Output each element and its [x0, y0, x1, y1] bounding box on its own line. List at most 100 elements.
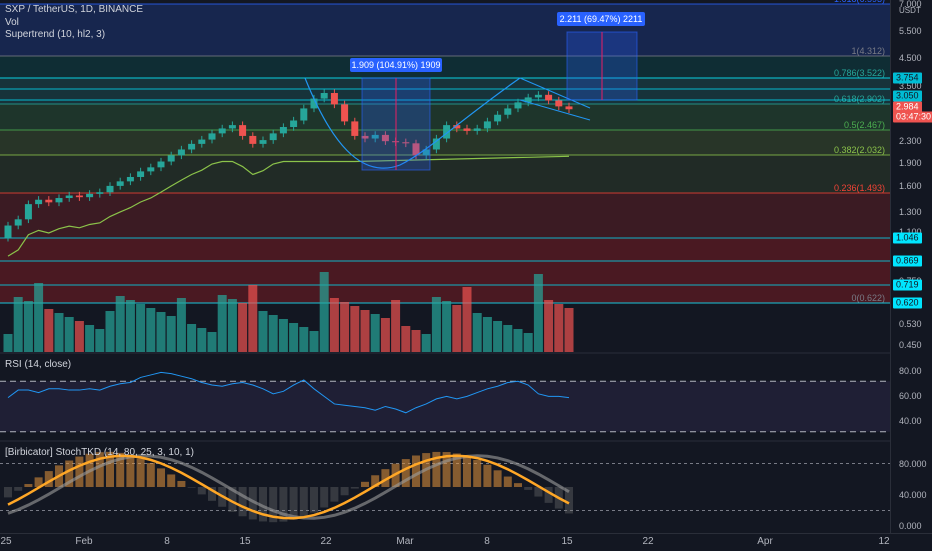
handle-line-upper	[519, 77, 591, 109]
rsi-scale-label: 60.00	[899, 390, 922, 401]
volume-bar	[554, 304, 564, 352]
price-label: 1.600	[899, 181, 922, 191]
stoch-bar	[320, 487, 329, 508]
candle	[555, 100, 563, 107]
price-tag: 3.754	[893, 72, 922, 84]
stoch-bar	[14, 487, 23, 491]
candle	[422, 149, 430, 156]
volume-bar	[503, 325, 513, 352]
candle	[35, 199, 43, 205]
candle	[116, 181, 124, 186]
stoch-bar	[412, 455, 420, 487]
candle	[432, 138, 440, 150]
volume-bar	[513, 329, 523, 352]
stoch-bar	[473, 459, 482, 487]
volume-legend[interactable]: Vol	[5, 17, 19, 28]
candle	[534, 94, 542, 98]
cup-pattern-curve	[304, 77, 521, 169]
stoch-legend[interactable]: [Birbicator] StochTKD (14, 80, 25, 3, 10…	[5, 447, 194, 458]
time-label: 15	[239, 536, 251, 547]
volume-bar	[227, 299, 237, 352]
volume-bar	[411, 330, 421, 352]
candle	[443, 125, 451, 139]
stoch-bar	[463, 456, 471, 487]
volume-bar	[44, 309, 54, 352]
candle	[463, 128, 471, 131]
stoch-bar	[228, 487, 237, 512]
candle	[341, 104, 349, 122]
stoch-bar	[106, 451, 114, 487]
price-label: 0.450	[899, 340, 922, 350]
price-tag: 0.620	[893, 297, 922, 309]
price-tag: 2.984	[893, 101, 922, 113]
volume-bar	[493, 321, 503, 352]
stoch-bar	[248, 487, 257, 520]
symbol-legend[interactable]: SXP / TetherUS, 1D, BINANCE	[5, 4, 144, 15]
volume-bar	[329, 298, 339, 352]
volume-bar	[380, 318, 390, 352]
stoch-bar	[259, 487, 267, 522]
handle-line-lower	[519, 99, 591, 121]
volume-bar	[136, 304, 146, 352]
price-label: 0.530	[899, 319, 922, 329]
candle	[218, 128, 226, 134]
price-label: 4.500	[899, 53, 922, 63]
fib-level-label: 0.382(2.032)	[834, 145, 885, 155]
volume-bar	[85, 325, 95, 352]
candle	[402, 142, 410, 144]
candle	[208, 133, 216, 140]
price-tag: 0.869	[893, 255, 922, 267]
volume-bar	[278, 319, 288, 352]
volume-bar	[360, 310, 370, 352]
rsi-band	[0, 381, 890, 432]
time-label: Feb	[75, 536, 93, 547]
stoch-scale-label: 40.000	[899, 489, 927, 500]
volume-bar	[370, 314, 380, 352]
stoch-bar	[452, 453, 461, 487]
fib-band	[0, 238, 890, 303]
stoch-bar	[187, 487, 196, 488]
volume-bar	[187, 324, 197, 352]
volume-bar	[197, 328, 207, 352]
measure-label: 2.211 (69.47%) 2211	[560, 14, 643, 24]
candle	[55, 198, 63, 203]
volume-bar	[207, 332, 217, 352]
candle	[524, 97, 532, 103]
stoch-bar	[24, 484, 33, 487]
stoch-bar	[381, 469, 390, 487]
time-axis[interactable]: 25 Feb 8 15 22 Mar 8 15 22 Apr 12	[0, 533, 932, 551]
fib-level-label: 0.618(2.902)	[834, 94, 885, 104]
candle	[137, 171, 145, 177]
supertrend-legend[interactable]: Supertrend (10, hl2, 3)	[5, 29, 106, 40]
candle	[483, 121, 491, 129]
fib-band	[0, 155, 890, 193]
candle	[147, 167, 155, 172]
volume-bar	[401, 326, 411, 352]
candle	[565, 106, 573, 110]
candle	[494, 114, 502, 122]
candle	[351, 121, 359, 136]
candle	[228, 125, 236, 129]
price-label: 1.100	[899, 227, 922, 237]
stoch-bar	[238, 487, 247, 517]
stoch-bar	[544, 487, 553, 503]
rsi-legend[interactable]: RSI (14, close)	[5, 359, 72, 370]
fib-level-label: 1.618(6.593)	[834, 0, 885, 4]
stoch-bar	[503, 476, 512, 487]
stoch-bar	[534, 487, 543, 497]
candle	[412, 143, 420, 156]
stoch-bar	[136, 458, 145, 487]
stoch-bar	[4, 487, 12, 498]
price-scale[interactable]: USDT 7.000 5.500 4.500 3.500 2.300 1.900 1.600…	[890, 0, 932, 533]
volume-bar	[391, 300, 401, 352]
stoch-bar	[279, 487, 288, 522]
stoch-bar	[310, 487, 318, 513]
volume-bar	[289, 323, 299, 352]
candle	[300, 108, 308, 121]
volume-bar	[442, 301, 452, 352]
volume-bar	[105, 311, 115, 352]
volume-bar	[74, 321, 84, 352]
time-label: 22	[320, 536, 332, 547]
